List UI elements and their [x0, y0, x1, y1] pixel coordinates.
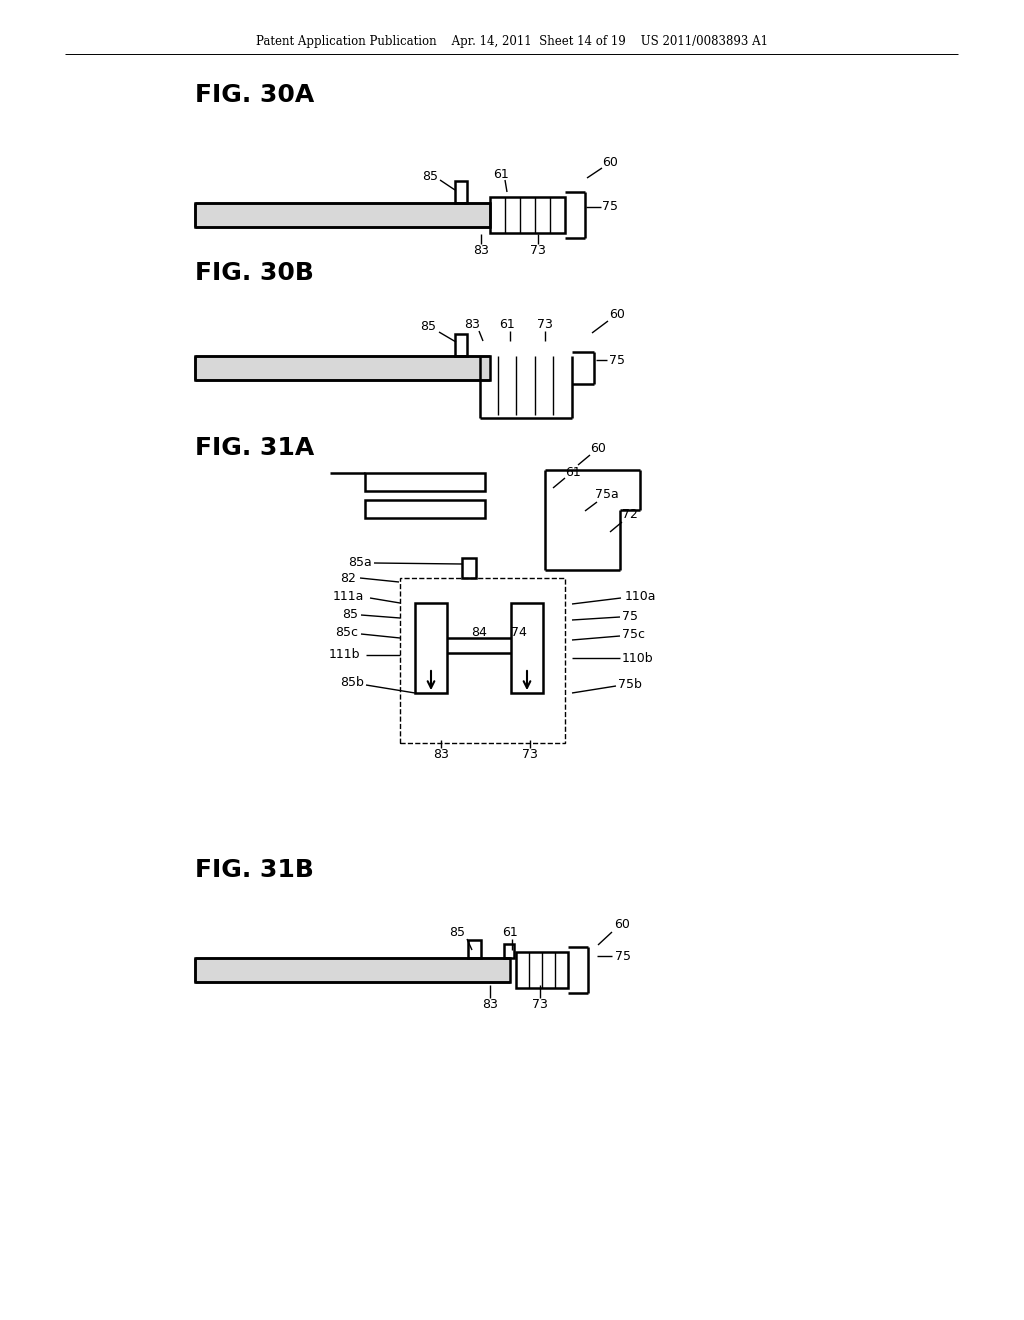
Text: 73: 73: [530, 243, 546, 256]
Text: 74: 74: [511, 627, 527, 639]
Text: 60: 60: [609, 309, 625, 322]
Bar: [511, 603, 543, 693]
Bar: [455, 181, 467, 203]
Text: 85: 85: [420, 321, 436, 334]
Text: 60: 60: [602, 157, 617, 169]
Text: 75a: 75a: [595, 488, 618, 502]
Text: 61: 61: [502, 927, 518, 940]
Text: 75: 75: [615, 949, 631, 962]
Bar: [400, 578, 565, 743]
Text: 73: 73: [537, 318, 553, 331]
Text: 85a: 85a: [348, 556, 372, 569]
Text: 85: 85: [422, 169, 438, 182]
Text: 60: 60: [590, 441, 606, 454]
Text: 75: 75: [602, 201, 618, 214]
Text: 75: 75: [622, 610, 638, 623]
Bar: [462, 558, 476, 578]
Text: 75: 75: [609, 354, 625, 367]
Text: FIG. 31B: FIG. 31B: [195, 858, 314, 882]
Text: FIG. 30B: FIG. 30B: [195, 261, 314, 285]
Bar: [490, 197, 565, 234]
Text: 75c: 75c: [622, 628, 645, 642]
Text: 73: 73: [532, 998, 548, 1011]
Text: 72: 72: [622, 508, 638, 521]
Bar: [415, 603, 447, 693]
Text: Patent Application Publication    Apr. 14, 2011  Sheet 14 of 19    US 2011/00838: Patent Application Publication Apr. 14, …: [256, 36, 768, 49]
Text: 110a: 110a: [625, 590, 656, 603]
Text: FIG. 31A: FIG. 31A: [195, 436, 314, 459]
Text: 85c: 85c: [336, 627, 358, 639]
Bar: [455, 334, 467, 356]
Text: 85: 85: [342, 607, 358, 620]
Text: 111b: 111b: [329, 648, 359, 661]
Text: 83: 83: [473, 243, 488, 256]
Bar: [365, 473, 485, 491]
Text: 83: 83: [433, 748, 449, 762]
Text: 111a: 111a: [333, 590, 364, 603]
Bar: [195, 958, 510, 982]
Text: 61: 61: [494, 168, 509, 181]
Text: 73: 73: [522, 748, 538, 762]
Text: 110b: 110b: [622, 652, 653, 664]
Text: 61: 61: [499, 318, 515, 331]
Bar: [195, 203, 490, 227]
Text: 83: 83: [464, 318, 480, 331]
Text: FIG. 30A: FIG. 30A: [195, 83, 314, 107]
Text: 61: 61: [565, 466, 581, 479]
Text: 82: 82: [340, 572, 356, 585]
Text: 85: 85: [449, 927, 465, 940]
Bar: [516, 952, 568, 987]
Bar: [365, 500, 485, 517]
Text: 84: 84: [471, 627, 487, 639]
Text: 75b: 75b: [618, 678, 642, 692]
Text: 60: 60: [614, 919, 630, 932]
Bar: [195, 356, 490, 380]
Bar: [468, 940, 481, 958]
Bar: [504, 944, 514, 958]
Text: 83: 83: [482, 998, 498, 1011]
Text: 85b: 85b: [340, 676, 364, 689]
